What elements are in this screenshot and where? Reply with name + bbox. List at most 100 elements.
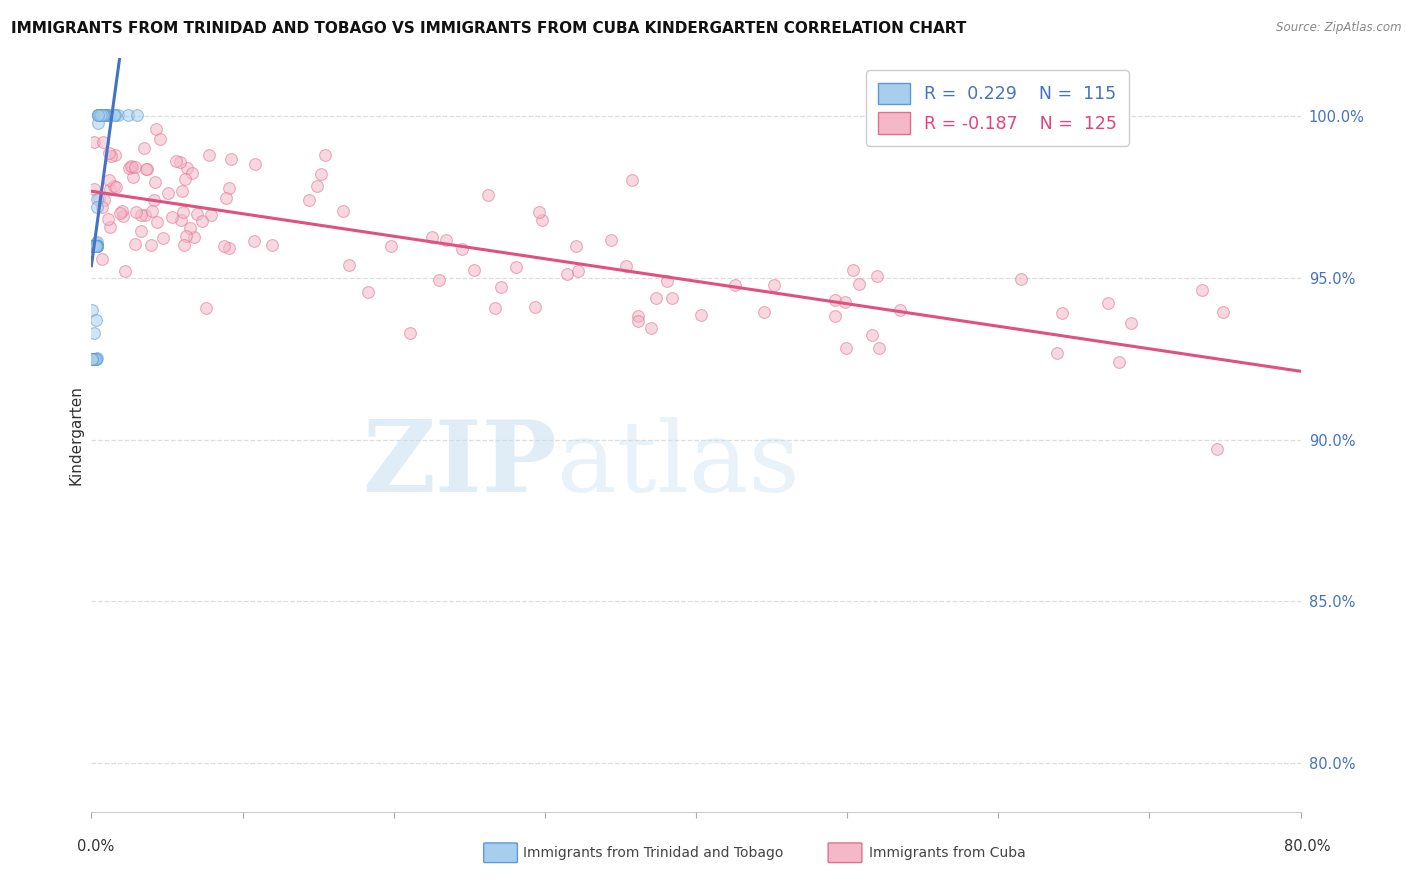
Point (1191, 283, 1213, 297)
Point (122, 170, 145, 185)
Point (1108, 355, 1130, 369)
Point (80, 351, 103, 366)
Point (212, 239, 235, 253)
Point (627, 309, 650, 323)
Point (124, 205, 146, 219)
Point (83, 238, 105, 252)
Point (84, 238, 107, 252)
Point (89, 107, 111, 121)
Point (848, 277, 870, 291)
Point (620, 172, 643, 186)
Point (98, 173, 121, 187)
Point (100, 149, 122, 163)
Point (186, 207, 208, 221)
Point (82, 238, 104, 252)
Point (93, 107, 115, 121)
Point (112, 209, 135, 223)
Point (84, 238, 107, 252)
Point (200, 208, 222, 222)
Point (90, 107, 112, 121)
Point (172, 204, 194, 219)
Point (80, 238, 103, 252)
Point (80, 238, 103, 252)
Point (129, 207, 152, 221)
Point (191, 213, 214, 227)
Point (139, 237, 162, 252)
Point (83, 238, 105, 252)
Point (91, 107, 114, 121)
Point (90, 107, 112, 121)
Point (84, 238, 107, 252)
Point (1119, 316, 1142, 330)
Point (134, 141, 156, 155)
Point (83, 238, 105, 252)
Point (523, 300, 546, 314)
Point (1010, 272, 1032, 286)
Point (103, 107, 125, 121)
Point (84, 238, 107, 252)
Point (170, 184, 193, 198)
Point (80, 238, 103, 252)
Point (103, 179, 125, 194)
Point (505, 260, 527, 275)
Point (484, 301, 506, 316)
Y-axis label: Kindergarten: Kindergarten (67, 385, 83, 484)
Point (91, 107, 114, 121)
Point (337, 258, 360, 272)
Point (80, 238, 103, 252)
Point (83, 238, 105, 252)
Point (84, 235, 107, 250)
Point (83, 238, 105, 252)
Point (82, 351, 104, 366)
Point (176, 161, 198, 175)
Text: Immigrants from Trinidad and Tobago: Immigrants from Trinidad and Tobago (523, 846, 783, 860)
Legend: R =  0.229    N =  115, R = -0.187    N =  125: R = 0.229 N = 115, R = -0.187 N = 125 (866, 70, 1129, 145)
Point (567, 263, 589, 277)
Point (83, 182, 105, 196)
Point (86, 238, 108, 252)
Point (82, 238, 104, 252)
Point (198, 148, 221, 162)
Point (84, 351, 107, 366)
Point (87, 107, 110, 121)
Point (165, 154, 187, 169)
Text: ZIP: ZIP (361, 417, 557, 514)
Point (174, 229, 197, 244)
Point (463, 263, 485, 277)
Point (218, 241, 240, 255)
Point (135, 161, 157, 176)
Point (90, 252, 112, 267)
Point (87, 107, 110, 121)
Point (83, 351, 105, 366)
Point (90, 107, 112, 121)
Point (307, 178, 329, 193)
Point (91, 136, 114, 150)
Point (434, 233, 457, 247)
Point (215, 191, 238, 205)
Point (87, 107, 110, 121)
Point (399, 326, 422, 340)
Point (195, 301, 218, 316)
Point (169, 155, 191, 169)
Point (83, 238, 105, 252)
Point (661, 291, 683, 305)
Point (80, 238, 103, 252)
Point (80, 238, 103, 252)
Point (311, 167, 333, 181)
Point (134, 208, 156, 222)
Text: Immigrants from Cuba: Immigrants from Cuba (869, 846, 1025, 860)
Point (86, 238, 108, 252)
Point (84, 351, 107, 366)
Point (83, 238, 105, 252)
Point (97, 107, 120, 121)
Point (83, 238, 105, 252)
Point (84, 351, 107, 366)
Point (89, 107, 111, 121)
Text: 0.0%: 0.0% (77, 839, 114, 854)
Point (107, 107, 129, 121)
Point (262, 238, 284, 252)
Point (145, 122, 167, 136)
Point (80, 238, 103, 252)
Point (83, 238, 105, 252)
Point (149, 132, 172, 146)
